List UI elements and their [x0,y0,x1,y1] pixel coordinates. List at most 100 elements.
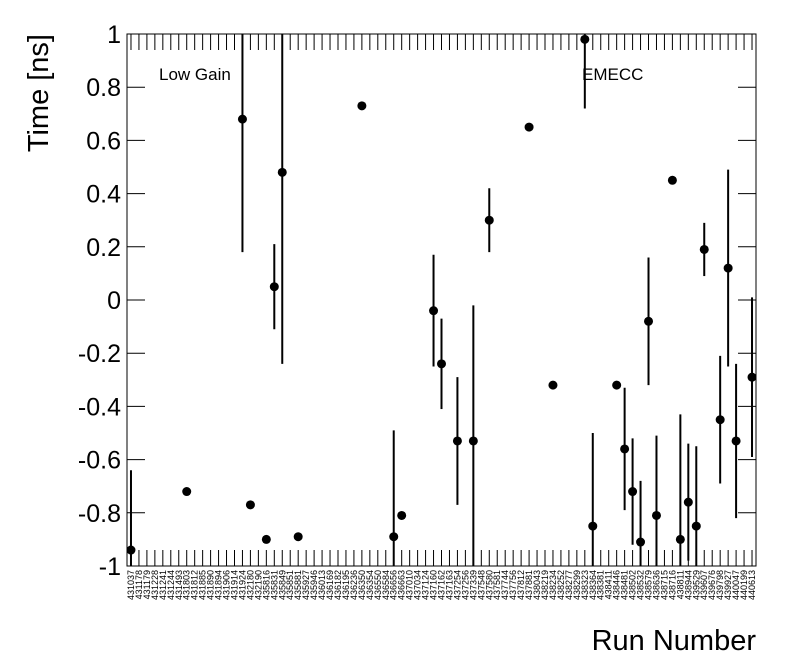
data-point [293,532,303,542]
x-tick-label: 437339 [468,570,478,600]
x-tick-label: 440199 [739,570,749,600]
x-tick-label: 436656 [389,570,399,600]
x-tick-label: 432180 [245,570,255,600]
x-axis-title: Run Number [592,625,757,657]
x-tick-label: 436550 [373,570,383,600]
x-tick-label: 431179 [142,570,152,599]
data-point [683,497,693,507]
data-point [182,487,192,497]
x-tick-label: 436236 [349,570,359,600]
x-tick-label: 438323 [580,570,590,600]
x-tick-label: 438277 [564,570,574,600]
y-tick-label: 0.6 [86,127,121,155]
x-tick-label: 435831 [269,570,279,600]
x-tick-label: 438502 [628,570,638,600]
x-tick-label: 431178 [134,570,144,599]
data-point [731,436,741,446]
x-tick-label: 438636 [651,570,661,600]
x-tick-label: 437256 [460,570,470,600]
x-tick-label: 439676 [707,570,717,600]
data-point [237,114,247,124]
x-tick-label: 438381 [596,570,606,600]
x-tick-label: 436354 [365,570,375,600]
x-tick-label: 436584 [381,570,391,600]
data-point [675,534,685,544]
data-point [628,487,638,497]
data-point [636,537,646,547]
data-point [691,521,701,531]
data-point [723,263,733,273]
x-tick-label: 438252 [556,570,566,600]
x-tick-label: 437812 [516,570,526,600]
x-tick-label: 438411 [604,570,614,599]
annotation: EMECC [582,65,643,84]
x-tick-label: 438043 [532,570,542,600]
x-tick-label: 431906 [222,570,232,600]
x-tick-label: 437254 [452,570,462,600]
x-tick-label: 431924 [237,570,247,600]
x-tick-label: 438299 [572,570,582,600]
data-point [588,521,598,531]
data-point [245,500,255,510]
y-tick-label: 0 [107,287,121,315]
x-tick-label: 438481 [620,570,630,600]
y-axis-title: Time [ns] [23,34,55,152]
data-point [484,215,494,225]
data-point [699,244,709,254]
x-tick-label: 439607 [699,570,709,600]
data-point [357,101,367,111]
y-tick-label: 0.4 [86,181,121,209]
plot-area [127,34,756,566]
y-tick-label: 0.2 [86,234,121,262]
data-point [651,510,661,520]
data-point [612,380,622,390]
x-tick-label: 437744 [500,570,510,600]
x-tick-label: 436350 [357,570,367,600]
x-tick-label: 431037 [126,570,136,600]
x-tick-label: 438532 [636,570,646,600]
y-tick-label: 1 [107,21,121,49]
x-tick-label: 437580 [484,570,494,600]
y-tick-label: -1 [99,553,121,581]
x-tick-label: 438219 [540,570,550,600]
data-point [437,359,446,369]
x-tick-label: 435849 [277,570,287,600]
x-tick-label: 436195 [341,570,351,600]
data-point [667,175,677,185]
x-tick-label: 437162 [437,570,447,600]
plot-frame [126,33,757,567]
x-tick-label: 435816 [261,570,271,600]
y-tick-label: -0.8 [78,500,121,528]
x-tick-label: 432190 [253,570,263,600]
data-point [277,167,287,177]
x-tick-label: 431244 [166,570,176,600]
x-tick-label: 431812 [190,570,200,600]
x-tick-label: 431493 [174,570,184,600]
x-tick-label: 437548 [476,570,486,600]
x-tick-label: 437163 [444,570,454,600]
x-tick-label: 438446 [612,570,622,600]
y-tick-label: -0.2 [78,340,121,368]
x-tick-label: 437756 [508,570,518,600]
data-point [429,306,439,316]
x-tick-label: 431894 [214,570,224,600]
x-tick-label: 437010 [405,570,415,600]
x-tick-label: 440613 [747,570,757,600]
data-point [548,380,558,390]
data-point [644,316,654,326]
y-tick-label: -0.4 [78,393,121,421]
x-tick-label: 438716 [667,570,677,600]
data-point [468,436,478,446]
y-tick-label: 0.8 [86,74,121,102]
x-tick-label: 440047 [731,570,741,600]
data-point [715,415,725,425]
x-tick-label: 437581 [492,570,502,600]
x-tick-label: 435881 [293,570,303,600]
x-tick-label: 431803 [182,570,192,600]
data-point [747,372,756,382]
x-tick-label: 438715 [659,570,669,600]
data-point [261,534,271,544]
x-tick-label: 439798 [715,570,725,600]
data-point [452,436,462,446]
